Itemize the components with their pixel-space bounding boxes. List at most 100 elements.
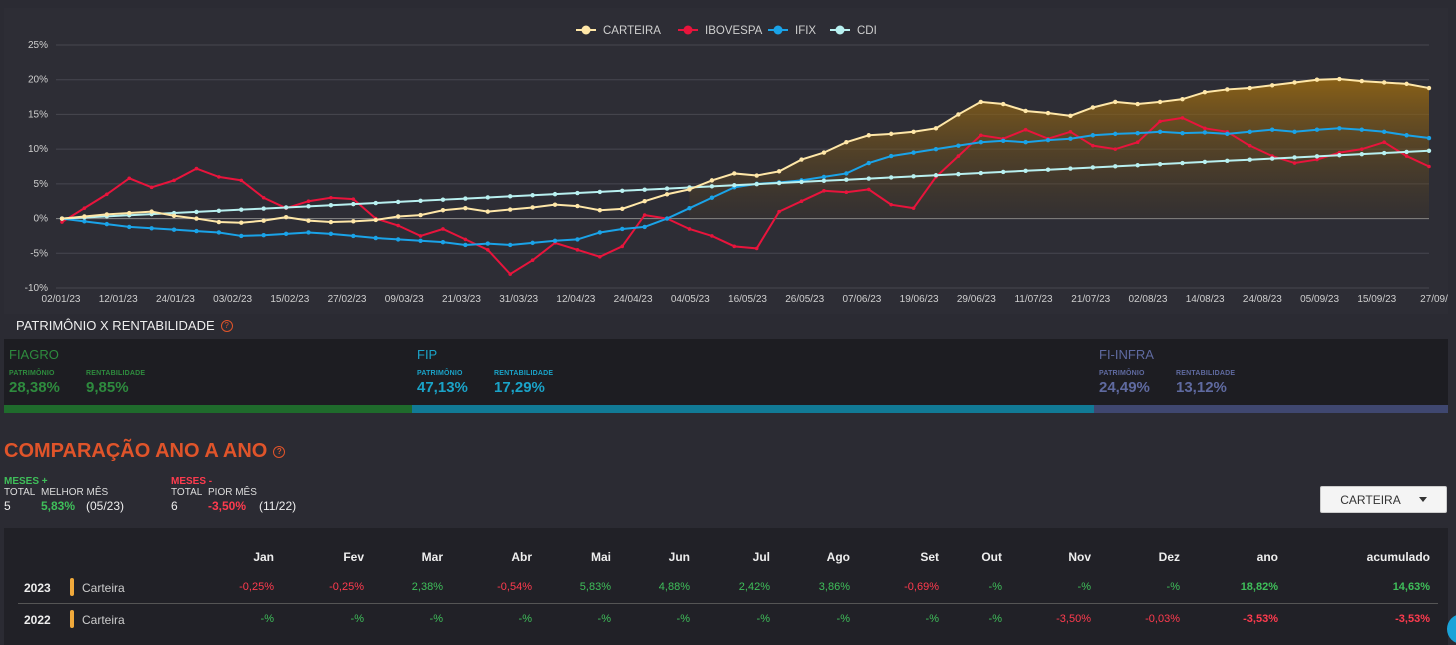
data-point-ibovespa	[463, 237, 468, 242]
table-cell: -0,03%	[1145, 613, 1180, 625]
data-point-carteira	[664, 192, 670, 197]
x-tick-label: 14/08/23	[1186, 294, 1225, 305]
data-point-ibovespa	[866, 187, 871, 192]
x-tick-label: 16/05/23	[728, 294, 767, 305]
data-point-ibovespa	[239, 178, 244, 183]
segment-fip[interactable]: FIP PATRIMÔNIO RENTABILIDADE 47,13% 17,2…	[412, 339, 1094, 413]
data-point-ifix	[956, 143, 961, 148]
data-point-cdi	[866, 176, 871, 181]
data-point-cdi	[1045, 167, 1051, 172]
x-tick-label: 26/05/23	[785, 294, 824, 305]
legend-label: CDI	[857, 25, 877, 37]
carteira-dropdown[interactable]: CARTEIRA	[1320, 486, 1447, 513]
data-point-cdi	[530, 193, 535, 198]
data-point-cdi	[933, 173, 939, 178]
data-point-ibovespa	[1023, 127, 1028, 132]
data-point-ibovespa	[418, 234, 423, 238]
data-point-carteira	[239, 220, 244, 225]
best-month-value: 5,83%	[41, 499, 76, 513]
data-point-ifix	[283, 231, 289, 237]
table-cell: 3,86%	[818, 581, 850, 593]
rentabilidade-value: 17,29%	[494, 379, 545, 396]
x-tick-label: 11/07/23	[1014, 294, 1053, 305]
data-point-cdi	[1202, 159, 1208, 165]
data-point-cdi	[1135, 163, 1140, 168]
data-point-ibovespa	[956, 154, 961, 158]
data-point-ibovespa	[441, 227, 445, 231]
y-tick-label: -5%	[30, 248, 48, 259]
data-point-ibovespa	[710, 234, 714, 238]
data-point-cdi	[1001, 169, 1006, 175]
data-point-carteira	[754, 173, 759, 178]
x-tick-label: 24/08/23	[1243, 294, 1282, 305]
segment-fiagro[interactable]: FIAGRO PATRIMÔNIO RENTABILIDADE 28,38% 9…	[4, 339, 412, 413]
x-tick-label: 05/09/23	[1300, 294, 1339, 305]
data-point-cdi	[844, 177, 849, 182]
data-point-ifix	[1247, 129, 1252, 134]
table-cell: -%	[836, 613, 850, 625]
data-point-ifix	[395, 237, 401, 242]
table-cell: 14,63%	[1392, 581, 1430, 593]
data-point-carteira	[1023, 108, 1028, 114]
table-cell: 4,88%	[658, 581, 690, 593]
y-tick-label: 10%	[28, 144, 48, 155]
data-point-carteira	[1337, 76, 1342, 82]
data-point-cdi	[1068, 166, 1073, 171]
data-point-ibovespa	[822, 189, 826, 193]
data-point-cdi	[507, 194, 513, 199]
x-tick-label: 31/03/23	[499, 294, 538, 305]
data-point-ibovespa	[1113, 147, 1118, 151]
patrimonio-title: PATRIMÔNIO X RENTABILIDADE ?	[16, 318, 233, 333]
row-year: 2022	[24, 613, 51, 627]
data-point-carteira	[1045, 110, 1051, 116]
data-point-carteira	[1135, 101, 1140, 107]
data-point-cdi	[642, 187, 647, 192]
table-cell: -%	[1077, 581, 1091, 593]
table-row-2023[interactable]: 2023 Carteira -0,25% -0,25% 2,38% -0,54% 5,8…	[14, 572, 1444, 602]
patrimonio-value: 24,49%	[1099, 379, 1150, 396]
data-point-ibovespa	[306, 199, 311, 204]
table-cell: -%	[988, 581, 1002, 593]
table-cell: -%	[429, 613, 443, 625]
data-point-ibovespa	[194, 166, 199, 171]
data-point-ifix	[1068, 136, 1073, 141]
data-point-ibovespa	[1247, 143, 1252, 148]
data-point-cdi	[1314, 154, 1320, 159]
data-point-ibovespa	[1068, 129, 1073, 134]
x-tick-label: 03/02/23	[213, 294, 252, 305]
column-header: Mai	[590, 550, 611, 564]
data-point-ifix	[1045, 137, 1051, 143]
data-point-cdi	[664, 186, 670, 191]
data-point-ifix	[1404, 133, 1409, 138]
segment-name: FIAGRO	[9, 347, 59, 362]
data-point-ifix	[1381, 129, 1387, 134]
data-point-ifix	[194, 228, 199, 234]
chevron-down-icon	[1418, 497, 1427, 502]
data-point-ifix	[1225, 131, 1230, 137]
segment-fi-infra[interactable]: FI-INFRA PATRIMÔNIO RENTABILIDADE 24,49%…	[1094, 339, 1448, 413]
legend-swatch-dot	[581, 25, 591, 35]
data-point-carteira	[171, 213, 177, 218]
row-divider	[18, 603, 1438, 604]
data-point-cdi	[1337, 153, 1342, 158]
data-point-cdi	[418, 198, 423, 203]
rentabilidade-label: RENTABILIDADE	[494, 370, 554, 377]
data-point-ifix	[216, 230, 222, 235]
floating-action-button[interactable]	[1447, 614, 1456, 644]
data-point-cdi	[283, 205, 289, 210]
data-point-cdi	[395, 199, 401, 205]
help-icon[interactable]: ?	[220, 319, 233, 332]
column-header: Jan	[253, 550, 274, 564]
help-icon[interactable]: ?	[273, 445, 286, 458]
data-point-carteira	[1314, 77, 1320, 82]
data-point-cdi	[1090, 165, 1096, 170]
x-tick-label: 04/05/23	[671, 294, 710, 305]
data-point-ibovespa	[1382, 140, 1386, 144]
column-header: Set	[920, 550, 939, 564]
data-point-cdi	[799, 179, 804, 185]
data-point-carteira	[351, 219, 356, 224]
table-row-2022[interactable]: 2022 Carteira -% -% -% -% -% -% -% -% -% -% -3,50%…	[14, 604, 1444, 634]
data-point-carteira	[418, 212, 423, 218]
performance-chart: 25% 20% 15% 10% 5% 0% -5% -10% 02/01/23 12/01/23 2…	[4, 8, 1448, 314]
data-point-ifix	[261, 233, 266, 238]
